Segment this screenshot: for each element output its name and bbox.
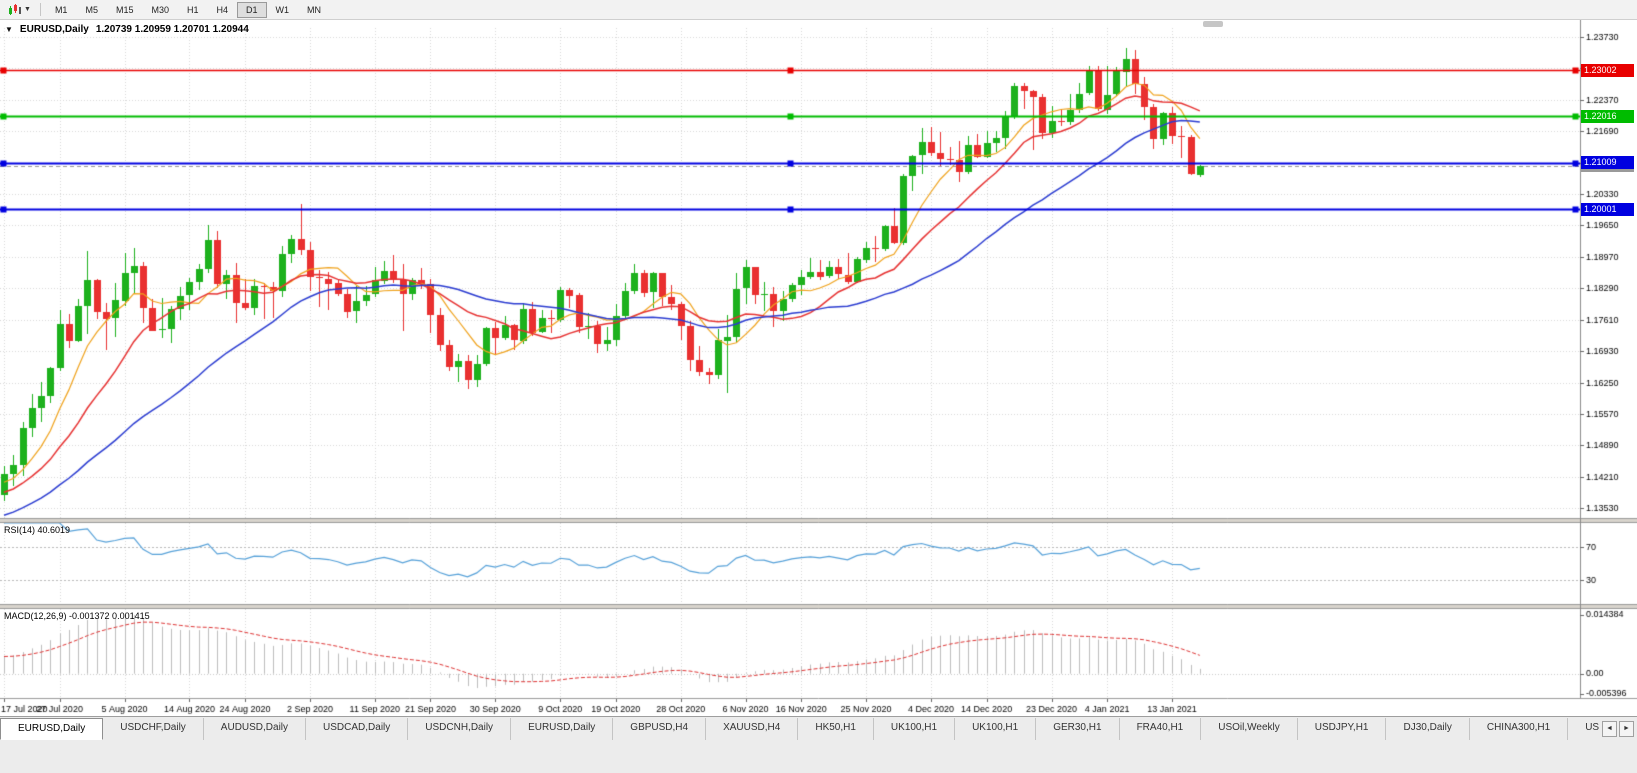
chart-tab-uk100-h1[interactable]: UK100,H1 bbox=[873, 718, 956, 740]
tabs-scroll-right-button[interactable]: ► bbox=[1619, 720, 1634, 737]
chart-tab-audusd-daily[interactable]: AUDUSD,Daily bbox=[203, 718, 307, 740]
timeframe-button-h1[interactable]: H1 bbox=[187, 4, 199, 15]
timeframe-toolbar: ▼ M1 M5 M15 M30 H1 H4 D1 W1 MN bbox=[0, 0, 1637, 20]
chart-title: ▼ EURUSD,Daily 1.20739 1.20959 1.20701 1… bbox=[5, 24, 249, 35]
chart-tab-usoil-weekly[interactable]: USOil,Weekly bbox=[1201, 718, 1298, 740]
chart-type-button[interactable]: ▼ bbox=[4, 3, 35, 17]
chart-tab-usdchf-daily[interactable]: USDCHF,Daily bbox=[103, 718, 204, 740]
price-level-label: 1.22016 bbox=[1581, 109, 1634, 123]
chart-tab-dj30-daily[interactable]: DJ30,Daily bbox=[1386, 718, 1470, 740]
window-background bbox=[0, 740, 1637, 773]
chart-tab-eurusd-daily[interactable]: EURUSD,Daily bbox=[511, 718, 614, 740]
timeframe-button-h4[interactable]: H4 bbox=[216, 4, 229, 15]
price-chart-canvas[interactable] bbox=[0, 20, 1637, 716]
candlestick-chart-icon bbox=[9, 3, 21, 15]
timeframe-button-d1[interactable]: D1 bbox=[237, 1, 267, 18]
chart-window: ▼ EURUSD,Daily 1.20739 1.20959 1.20701 1… bbox=[0, 20, 1637, 716]
price-level-label: 1.23002 bbox=[1581, 63, 1634, 77]
timeframe-button-mn[interactable]: MN bbox=[307, 4, 322, 15]
chart-tab-usdjpy-h1[interactable]: USDJPY,H1 bbox=[1297, 718, 1387, 740]
rsi-indicator-label: RSI(14) 40.6019 bbox=[4, 525, 71, 535]
timeframe-button-m30[interactable]: M30 bbox=[151, 4, 169, 15]
tabs-scroll-controls: ◄ ► bbox=[1599, 717, 1637, 740]
chart-tab-uk100-h1[interactable]: UK100,H1 bbox=[955, 718, 1037, 740]
chart-symbol-label: EURUSD,Daily bbox=[19, 24, 89, 35]
chart-tab-china300-h1[interactable]: CHINA300,H1 bbox=[1469, 718, 1569, 740]
toolbar-separator bbox=[39, 3, 41, 16]
timeframe-button-m5[interactable]: M5 bbox=[85, 4, 98, 15]
chart-tab-usdcnh-daily[interactable]: USDCNH,Daily bbox=[408, 718, 512, 740]
chart-tab-fra40-h1[interactable]: FRA40,H1 bbox=[1119, 718, 1202, 740]
price-level-label: 1.20001 bbox=[1581, 202, 1634, 216]
chart-scrollbar-thumb[interactable] bbox=[1203, 21, 1223, 27]
chart-tab-usoil-[interactable]: USOil, bbox=[1568, 718, 1599, 740]
chart-tab-eurusd-daily[interactable]: EURUSD,Daily bbox=[0, 718, 104, 740]
timeframe-buttons: M1 M5 M15 M30 H1 H4 D1 W1 MN bbox=[46, 1, 330, 18]
chart-tab-hk50-h1[interactable]: HK50,H1 bbox=[798, 718, 874, 740]
timeframe-button-m15[interactable]: M15 bbox=[115, 4, 134, 15]
chart-tab-gbpusd-h4[interactable]: GBPUSD,H4 bbox=[613, 718, 707, 740]
timeframe-button-w1[interactable]: W1 bbox=[275, 4, 290, 15]
price-level-label: 1.21009 bbox=[1581, 156, 1634, 170]
chart-ohlc-label: 1.20739 1.20959 1.20701 1.20944 bbox=[95, 24, 249, 35]
chart-tabs-bar: EURUSD,Daily USDCHF,Daily AUDUSD,Daily USDC… bbox=[0, 716, 1637, 740]
macd-indicator-label: MACD(12,26,9) -0.001372 0.001415 bbox=[4, 611, 150, 621]
chart-tab-ger30-h1[interactable]: GER30,H1 bbox=[1036, 718, 1120, 740]
tabs-scroll-left-button[interactable]: ◄ bbox=[1602, 720, 1617, 737]
chart-tab-usdcad-daily[interactable]: USDCAD,Daily bbox=[306, 718, 409, 740]
chart-tabs: EURUSD,Daily USDCHF,Daily AUDUSD,Daily USDC… bbox=[0, 717, 1599, 740]
timeframe-button-m1[interactable]: M1 bbox=[54, 4, 68, 15]
chart-tab-xauusd-h4[interactable]: XAUUSD,H4 bbox=[706, 718, 799, 740]
chevron-down-icon: ▼ bbox=[24, 6, 31, 13]
one-click-trading-toggle[interactable]: ▼ bbox=[5, 25, 13, 34]
